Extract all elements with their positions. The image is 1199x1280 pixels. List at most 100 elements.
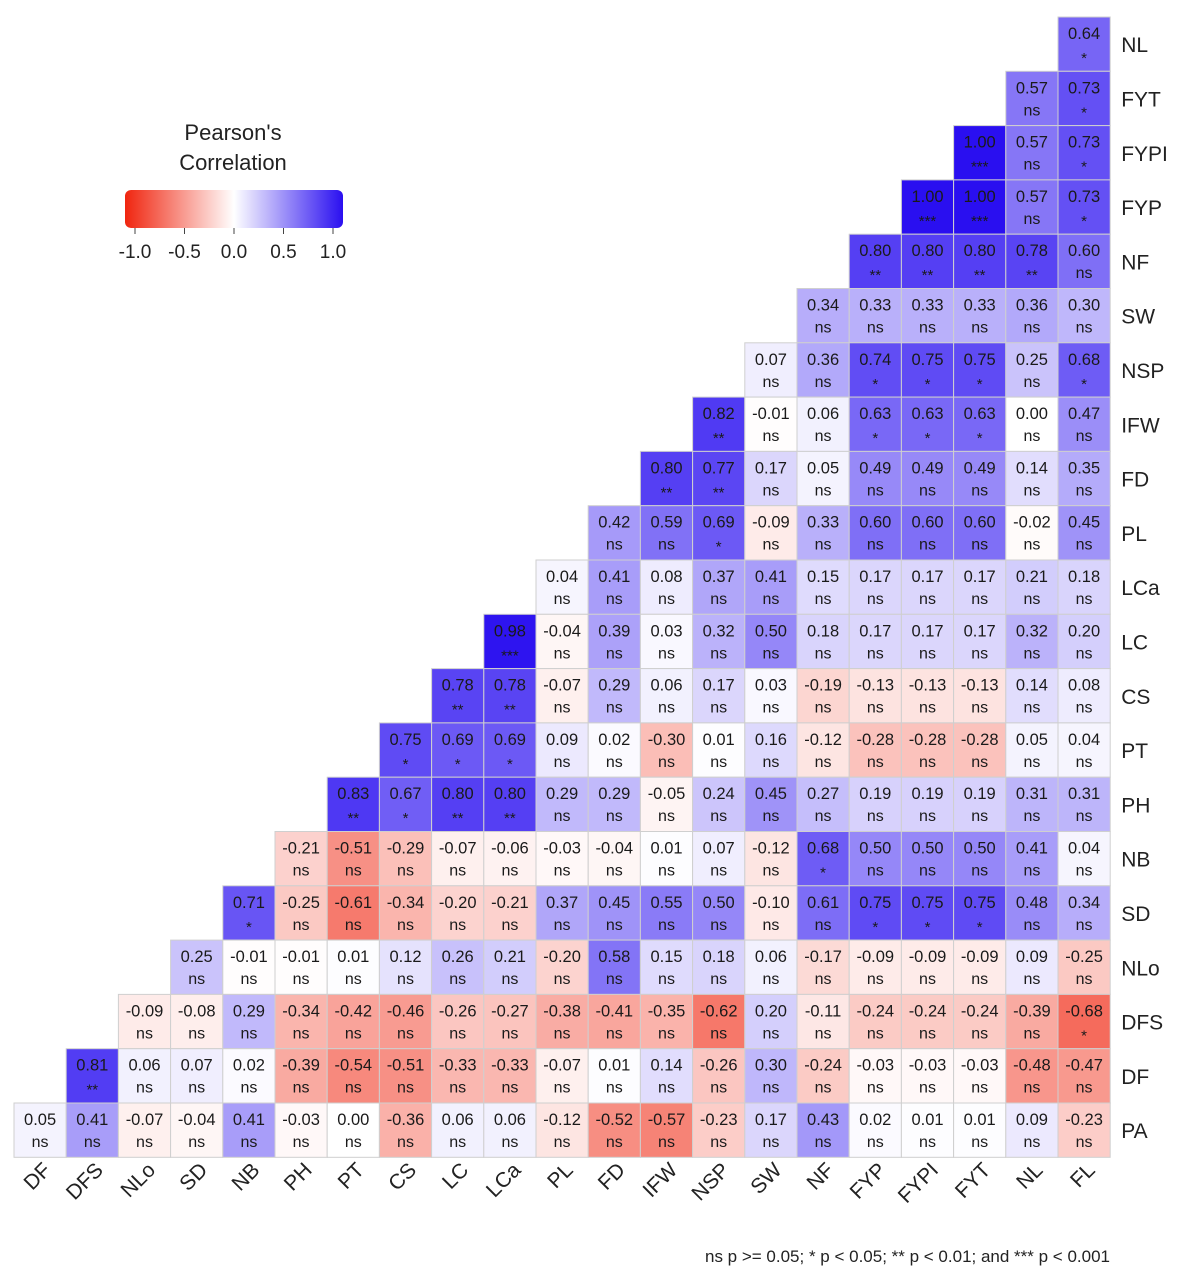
legend-title-line-2: Correlation [179, 150, 287, 175]
cell-value-label: -0.34 [282, 1002, 320, 1020]
cell-significance-label: ns [1023, 700, 1040, 717]
cell-significance-label: ns [971, 808, 988, 825]
cell-fill [744, 776, 798, 833]
heatmap-cell-PH-FL: 0.31 ns [1057, 776, 1111, 833]
heatmap-cell-FYT-NL: 0.57 ns [1005, 70, 1059, 127]
cell-significance-label: ns [867, 754, 884, 771]
cell-significance-label: ns [1023, 211, 1040, 228]
cell-significance-label: ns [815, 917, 832, 934]
cell-significance-label: ns [710, 591, 727, 608]
cell-fill [1005, 939, 1059, 995]
cell-significance-label: ns [919, 971, 936, 988]
cell-fill [378, 939, 433, 995]
cell-value-label: 0.60 [911, 514, 943, 532]
cell-fill [431, 668, 485, 724]
cell-significance-label: ns [345, 863, 362, 880]
cell-significance-label: ns [1023, 102, 1040, 119]
cell-significance-label: ns [501, 971, 518, 988]
heatmap-cell-PT-FYP: -0.28 ns [848, 722, 902, 778]
cell-significance-label: ns [240, 1134, 257, 1151]
heatmap-cell-NF-FYP: 0.80 ** [848, 233, 902, 289]
cell-significance-label: ** [504, 810, 516, 827]
heatmap-cell-LC-FL: 0.20 ns [1057, 613, 1111, 670]
column-label-IFW: IFW [639, 1158, 683, 1202]
heatmap-cell-DF-LC: -0.33 ns [431, 1048, 485, 1104]
cell-significance-label: * [872, 430, 878, 447]
cell-value-label: 0.55 [650, 894, 682, 912]
heatmap-cell-SD-FL: 0.34 ns [1057, 885, 1111, 941]
cell-significance-label: ns [815, 971, 832, 988]
heatmap-cell-NF-NL: 0.78 ** [1005, 233, 1059, 289]
cell-value-label: 0.41 [1016, 840, 1048, 858]
cell-fill [744, 450, 798, 507]
cell-fill [692, 885, 746, 941]
heatmap-cell-NB-NSP: 0.07 ns [692, 831, 746, 887]
cell-fill [639, 831, 694, 887]
heatmap-cell-NLo-FYPI: -0.09 ns [900, 939, 955, 995]
cell-value-label: 0.41 [598, 568, 630, 586]
cell-value-label: -0.57 [648, 1111, 686, 1129]
cell-significance-label: ns [971, 1134, 988, 1151]
heatmap-cell-SD-FYT: 0.75 * [953, 885, 1007, 941]
heatmap-cell-PH-FYT: 0.19 ns [953, 776, 1007, 833]
cell-significance-label: ns [919, 591, 936, 608]
cell-value-label: -0.47 [1065, 1057, 1103, 1075]
cell-fill [1057, 1102, 1111, 1158]
cell-value-label: 0.29 [233, 1002, 265, 1020]
cell-significance-label: ns [345, 917, 362, 934]
heatmap-cell-FD-FL: 0.35 ns [1057, 450, 1111, 507]
cell-value-label: 0.50 [911, 840, 943, 858]
cell-value-label: -0.06 [491, 840, 529, 858]
heatmap-cell-PA-SW: 0.17 ns [744, 1102, 798, 1158]
cell-significance-label: ns [762, 374, 779, 391]
cell-significance-label: ns [449, 1134, 466, 1151]
cell-fill [953, 885, 1007, 941]
cell-fill [431, 993, 485, 1050]
legend-tick-label: 0.5 [270, 242, 296, 263]
heatmap-cell-LCa-NL: 0.21 ns [1005, 559, 1059, 615]
cell-significance-label: ns [867, 971, 884, 988]
cell-value-label: 0.08 [1068, 677, 1100, 695]
heatmap-cell-FYP-FYT: 1.00 *** [953, 179, 1007, 235]
cell-value-label: -0.25 [282, 894, 320, 912]
heatmap-cell-FYT-FL: 0.73 * [1057, 70, 1111, 127]
heatmap-cell-PA-FD: -0.52 ns [587, 1102, 641, 1158]
cell-fill [431, 939, 485, 995]
cell-fill [848, 450, 902, 507]
cell-fill [953, 1048, 1007, 1104]
cell-fill [639, 885, 694, 941]
cell-value-label: -0.04 [543, 622, 581, 640]
row-label-PT: PT [1121, 740, 1148, 763]
cell-significance-label: ** [452, 810, 464, 827]
cell-significance-label: ns [710, 1080, 727, 1097]
heatmap-cell-PA-FYT: 0.01 ns [953, 1102, 1007, 1158]
heatmap-cell-NLo-NF: -0.17 ns [796, 939, 850, 995]
cell-significance-label: ** [974, 267, 986, 284]
cell-significance-label: ns [1023, 917, 1040, 934]
cell-significance-label: ns [710, 700, 727, 717]
cell-value-label: 0.17 [911, 568, 943, 586]
cell-value-label: 0.78 [494, 677, 526, 695]
cell-fill [1057, 16, 1111, 72]
heatmap-cell-PT-FYPI: -0.28 ns [900, 722, 955, 778]
cell-significance-label: ns [919, 537, 936, 554]
cell-value-label: 0.14 [650, 1057, 682, 1075]
cell-value-label: 0.21 [494, 948, 526, 966]
cell-fill [1005, 1102, 1059, 1158]
legend-title-line-1: Pearson's [184, 120, 281, 145]
heatmap-cell-IFW-NL: 0.00 ns [1005, 396, 1059, 452]
heatmap-cell-PT-LCa: 0.69 * [483, 722, 537, 778]
cell-value-label: -0.42 [334, 1002, 372, 1020]
heatmap-cell-LCa-FL: 0.18 ns [1057, 559, 1111, 615]
cell-fill [744, 722, 798, 778]
heatmap-cell-DF-FYT: -0.03 ns [953, 1048, 1007, 1104]
cell-value-label: -0.19 [804, 677, 842, 695]
heatmap-cell-DFS-CS: -0.46 ns [378, 993, 433, 1050]
heatmap-cell-LCa-FD: 0.41 ns [587, 559, 641, 615]
cell-significance-label: ns [867, 1134, 884, 1151]
cell-fill [117, 1048, 172, 1104]
heatmap-cell-DFS-PL: -0.38 ns [535, 993, 589, 1050]
cell-fill [900, 559, 955, 615]
cell-significance-label: * [1081, 104, 1087, 121]
cell-significance-label: ns [1076, 645, 1093, 662]
